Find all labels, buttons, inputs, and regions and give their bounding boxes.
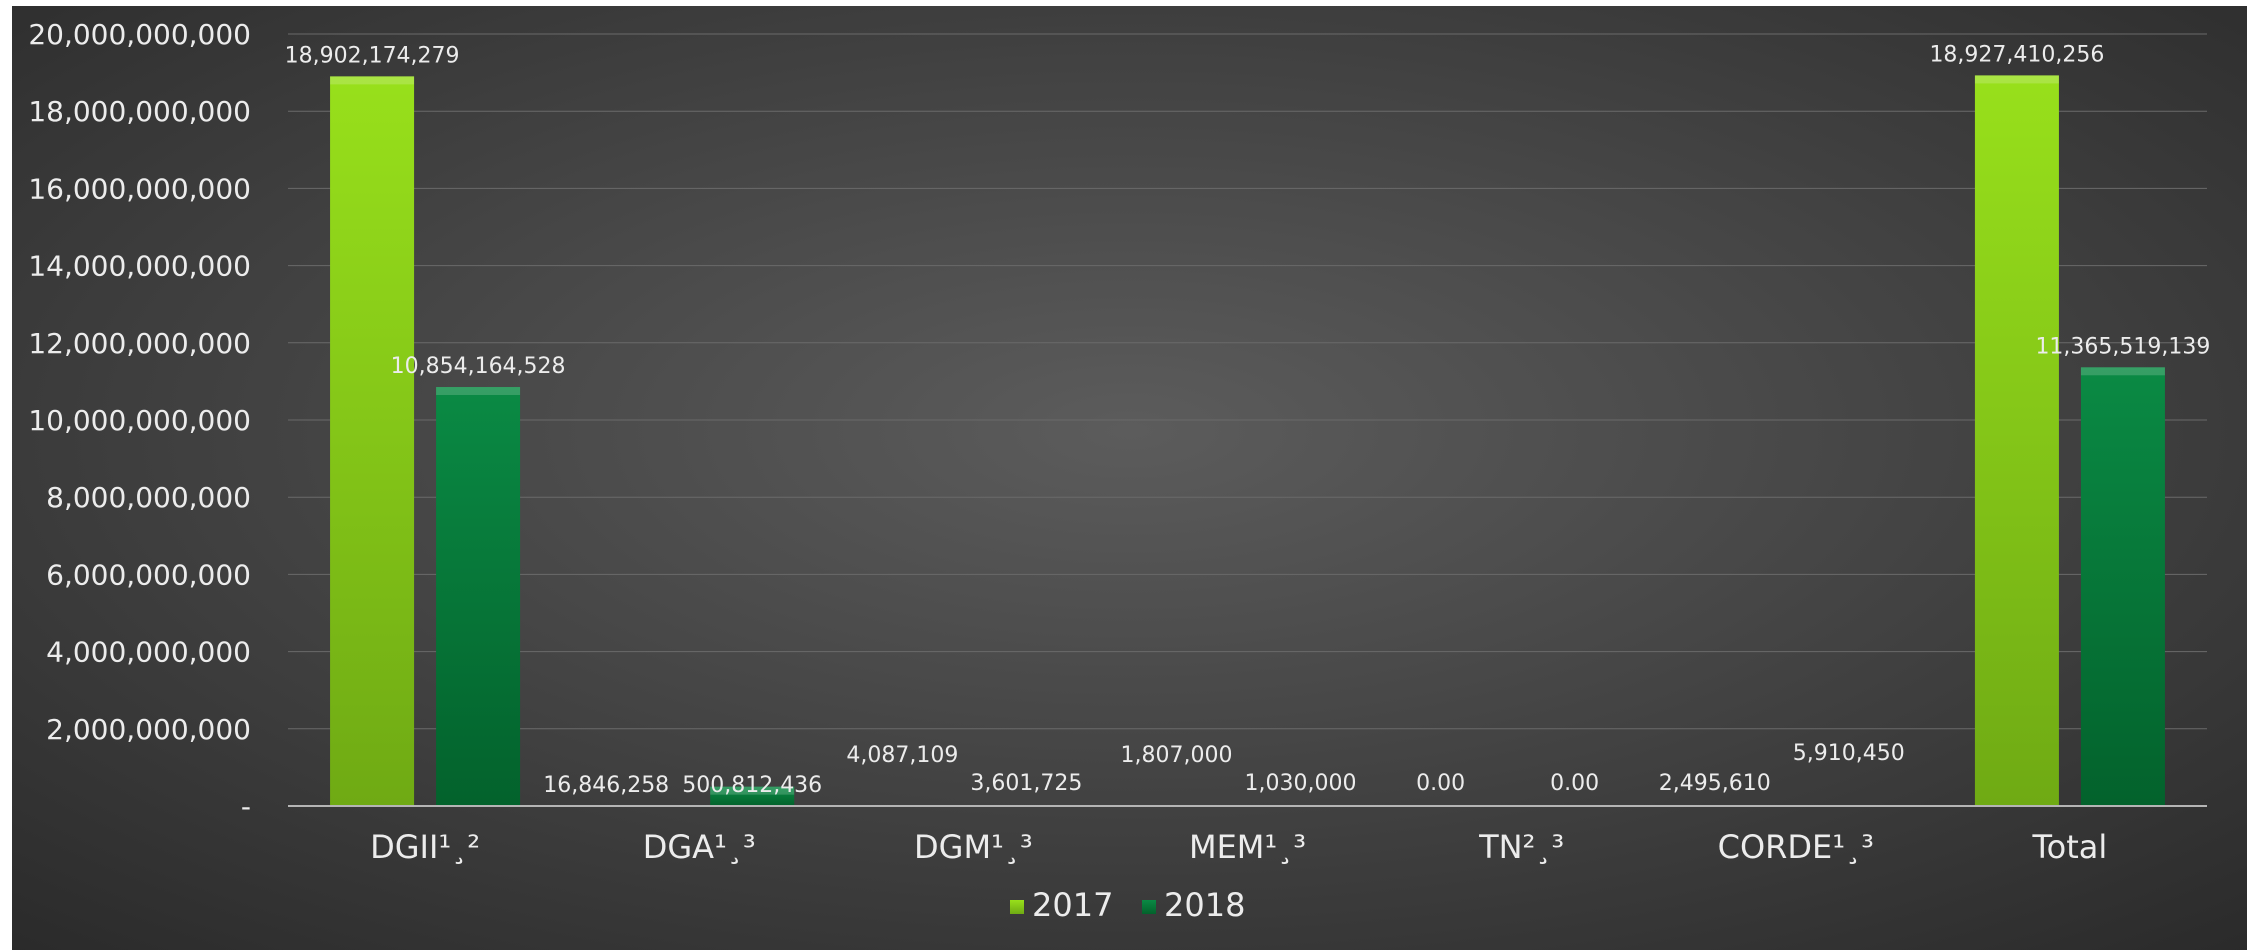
bars	[330, 75, 2165, 806]
legend-item-2017[interactable]: 2017	[1010, 886, 1113, 924]
x-axis-ticks: DGII¹¸² DGA¹¸³ DGM¹¸³ MEM¹¸³ TN²¸³ CORDE¹¸³ To…	[370, 828, 2107, 866]
y-tick-label: 12,000,000,000	[28, 327, 251, 360]
data-label-corde-2017: 2,495,610	[1659, 771, 1771, 796]
bar-highlight	[1974, 75, 2059, 84]
y-tick-label: 4,000,000,000	[46, 636, 251, 669]
legend-swatch-2017	[1010, 900, 1024, 914]
legend-swatch-2018	[1142, 900, 1156, 914]
x-tick-label: MEM¹¸³	[1189, 828, 1306, 866]
x-tick-label: TN²¸³	[1478, 828, 1564, 866]
bar-dgii-2017[interactable]	[330, 76, 415, 806]
data-label-mem-2018: 1,030,000	[1245, 771, 1357, 796]
legend-item-2018[interactable]: 2018	[1142, 886, 1245, 924]
grid-lines	[288, 33, 2207, 730]
data-label-dgii-2018: 10,854,164,528	[391, 354, 566, 379]
y-tick-label: 8,000,000,000	[46, 481, 251, 514]
legend: 2017 2018	[1010, 886, 1245, 924]
x-tick-label: DGM¹¸³	[914, 828, 1033, 866]
y-tick-label: 18,000,000,000	[28, 95, 251, 128]
bar-highlight	[2080, 367, 2165, 376]
y-axis-ticks: - 2,000,000,000 4,000,000,000 6,000,000,000…	[28, 18, 251, 823]
data-label-mem-2017: 1,807,000	[1121, 743, 1233, 768]
x-tick-label: DGA¹¸³	[643, 828, 756, 866]
y-tick-label: 16,000,000,000	[28, 172, 251, 205]
y-tick-label: 20,000,000,000	[28, 18, 251, 51]
legend-label-2018: 2018	[1164, 886, 1245, 924]
bar-dgii-2018[interactable]	[436, 387, 521, 806]
data-label-dga-2018: 500,812,436	[682, 773, 822, 798]
y-tick-label: 6,000,000,000	[46, 558, 251, 591]
bar-highlight	[330, 76, 415, 85]
data-label-dgii-2017: 18,902,174,279	[285, 43, 460, 68]
x-tick-label: Total	[2032, 828, 2108, 866]
x-tick-label: DGII¹¸²	[370, 828, 480, 866]
bar-dga-2018[interactable]	[710, 786, 795, 806]
bar-chart: - 2,000,000,000 4,000,000,000 6,000,000,000…	[12, 6, 2247, 950]
data-labels: 18,902,174,279 10,854,164,528 16,846,258 50…	[285, 42, 2211, 798]
bar-total-2018[interactable]	[2080, 367, 2165, 806]
data-label-total-2017: 18,927,410,256	[1929, 42, 2104, 67]
data-label-total-2018: 11,365,519,139	[2035, 334, 2210, 359]
y-tick-label: -	[241, 790, 251, 823]
data-label-corde-2018: 5,910,450	[1793, 741, 1905, 766]
x-tick-label: CORDE¹¸³	[1718, 828, 1874, 866]
data-label-dgm-2017: 4,087,109	[846, 743, 958, 768]
bar-highlight	[436, 387, 521, 396]
y-tick-label: 14,000,000,000	[28, 250, 251, 283]
bar-total-2017[interactable]	[1974, 75, 2059, 806]
y-tick-label: 2,000,000,000	[46, 713, 251, 746]
data-label-dga-2017: 16,846,258	[543, 773, 669, 798]
legend-label-2017: 2017	[1032, 886, 1113, 924]
data-label-dgm-2018: 3,601,725	[970, 771, 1082, 796]
data-label-tn-2018: 0.00	[1550, 771, 1599, 796]
y-tick-label: 10,000,000,000	[28, 404, 251, 437]
data-label-tn-2017: 0.00	[1416, 771, 1465, 796]
bar-highlight	[710, 786, 795, 795]
